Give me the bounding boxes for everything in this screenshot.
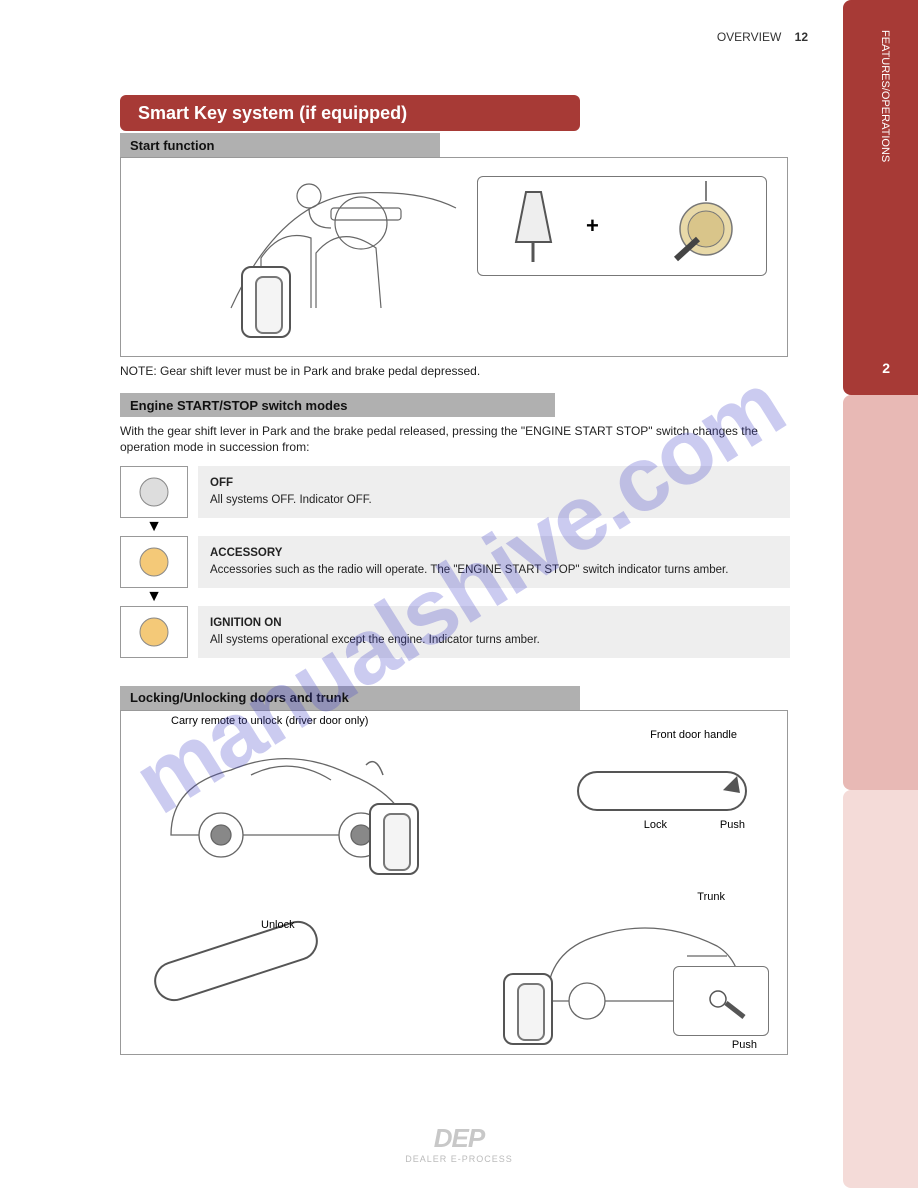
note-start: NOTE: Gear shift lever must be in Park a…: [120, 363, 790, 379]
label-unlock: Unlock: [261, 919, 295, 931]
label-push-1: Push: [720, 819, 745, 831]
modes-list: OFF All systems OFF. Indicator OFF. ▼ AC…: [120, 466, 790, 658]
section-head-start: Start function: [120, 133, 440, 157]
inset-brake-plus-button: +: [477, 176, 767, 276]
footer-logo: DEP DEALER E-PROCESS: [405, 1123, 513, 1164]
section-head-modes-text: Engine START/STOP switch modes: [130, 398, 347, 413]
mode-box-acc: [120, 536, 188, 588]
door-handle-art-1: [577, 771, 747, 811]
mode-off-l1: OFF: [210, 475, 778, 491]
mode-row-acc: ACCESSORY Accessories such as the radio …: [120, 536, 790, 588]
down-arrow-icon-1: ▼: [120, 518, 188, 536]
tab-2[interactable]: [843, 395, 918, 790]
tab-chapter-number: 2: [882, 360, 890, 376]
trunk-button-icon: [674, 967, 770, 1037]
tab-3[interactable]: [843, 790, 918, 1188]
door-handle-art-2: [149, 915, 323, 1006]
mode-box-on: [120, 606, 188, 658]
diagram-locking: Carry remote to unlock (driver door only…: [120, 710, 788, 1055]
label-trunk: Trunk: [697, 891, 725, 903]
diagram-start-function: +: [120, 157, 788, 357]
header-page-number: 12: [795, 30, 808, 44]
section-head-start-text: Start function: [130, 138, 215, 153]
plus-icon: +: [586, 213, 599, 239]
keyfob-icon-2: [369, 803, 419, 875]
mode-off-l2: All systems OFF. Indicator OFF.: [210, 492, 778, 508]
mode-on-l1: IGNITION ON: [210, 615, 778, 631]
section-head-locking-text: Locking/Unlocking doors and trunk: [130, 690, 349, 705]
mode-icon-on: [134, 612, 174, 652]
label-front-handle: Front door handle: [650, 729, 737, 741]
mode-arrow-2-row: ▼: [120, 588, 790, 606]
mode-icon-off: [134, 472, 174, 512]
mode-on-l2: All systems operational except the engin…: [210, 632, 778, 648]
modes-preamble: With the gear shift lever in Park and th…: [120, 423, 790, 455]
footer-logo-text: DEP: [405, 1123, 513, 1154]
label-carry: Carry remote to unlock (driver door only…: [171, 715, 368, 727]
engine-start-button-icon: [636, 181, 756, 271]
content: Smart Key system (if equipped) Start fun…: [120, 95, 790, 1055]
section-head-modes: Engine START/STOP switch modes: [120, 393, 555, 417]
mode-acc-l1: ACCESSORY: [210, 545, 778, 561]
mode-desc-off: OFF All systems OFF. Indicator OFF.: [198, 466, 790, 518]
down-arrow-icon-2: ▼: [120, 588, 188, 606]
tab-active[interactable]: FEATURES/OPERATIONS 2: [843, 0, 918, 395]
page-header: OVERVIEW 12: [717, 30, 808, 44]
mode-box-off: [120, 466, 188, 518]
page-title: Smart Key system (if equipped): [138, 103, 407, 124]
label-trunk-push: Push: [732, 1039, 757, 1051]
mode-arrow-1-row: ▼: [120, 518, 790, 536]
page-title-bar: Smart Key system (if equipped): [120, 95, 580, 131]
keyfob-icon-3: [503, 973, 553, 1045]
footer-logo-sub: DEALER E-PROCESS: [405, 1154, 513, 1164]
tab-active-label: FEATURES/OPERATIONS: [879, 30, 891, 162]
header-doc-title: OVERVIEW: [717, 30, 781, 44]
brake-pedal-icon: [496, 187, 566, 267]
mode-acc-l2: Accessories such as the radio will opera…: [210, 562, 778, 578]
section-head-locking: Locking/Unlocking doors and trunk: [120, 686, 580, 710]
mode-row-on: IGNITION ON All systems operational exce…: [120, 606, 790, 658]
mode-icon-acc: [134, 542, 174, 582]
mode-desc-on: IGNITION ON All systems operational exce…: [198, 606, 790, 658]
mode-desc-acc: ACCESSORY Accessories such as the radio …: [198, 536, 790, 588]
label-lock: Lock: [644, 819, 667, 831]
side-tabs: FEATURES/OPERATIONS 2: [843, 0, 918, 1188]
trunk-button-inset: [673, 966, 769, 1036]
keyfob-icon-1: [241, 266, 291, 338]
mode-row-off: OFF All systems OFF. Indicator OFF.: [120, 466, 790, 518]
